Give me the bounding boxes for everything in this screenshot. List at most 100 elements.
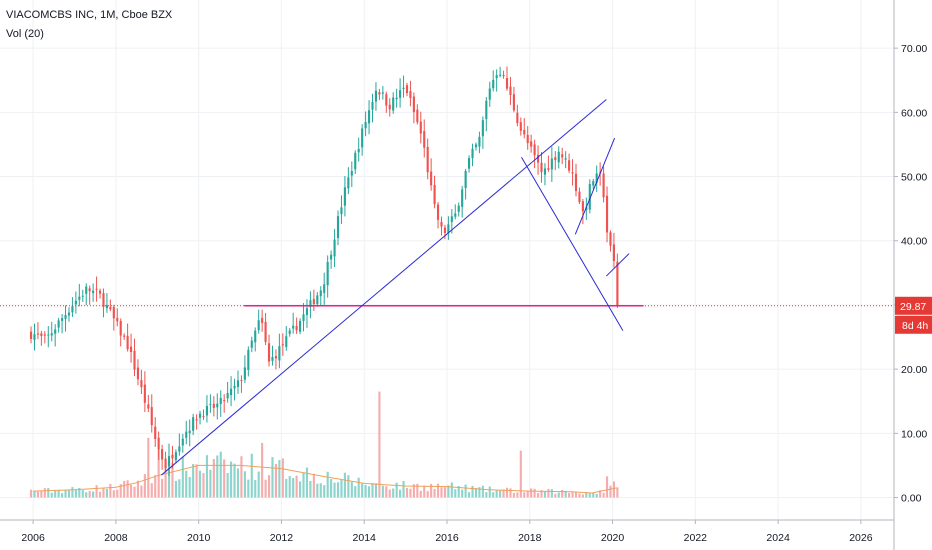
volume-bar	[50, 492, 53, 498]
candle-body	[136, 367, 140, 380]
candle-body	[40, 333, 43, 336]
candle-body	[485, 100, 488, 120]
volume-bar	[129, 484, 133, 498]
volume-bar	[564, 490, 567, 498]
volume-bar	[440, 487, 443, 498]
candle-body	[299, 320, 302, 332]
candle-body	[478, 136, 481, 147]
grid	[0, 0, 894, 520]
candle-body	[312, 299, 315, 305]
volume-bar	[98, 491, 102, 498]
volume-bar	[388, 489, 391, 498]
volume-bar	[402, 480, 405, 498]
volume-bar	[236, 468, 240, 498]
candle-body	[292, 325, 295, 329]
candle-body	[450, 216, 453, 223]
candle-body	[516, 112, 519, 123]
volume-bar	[336, 482, 340, 498]
volume-bar	[347, 475, 350, 498]
candle-body	[50, 333, 53, 336]
x-tick-label: 2010	[187, 532, 211, 544]
candle-body	[174, 452, 177, 461]
candle-body	[426, 147, 429, 173]
candle-body	[502, 74, 505, 77]
volume-bar	[140, 485, 143, 498]
volume-bar	[102, 488, 105, 498]
candle-body	[526, 134, 529, 144]
volume-bar	[316, 483, 319, 498]
volume-bar	[599, 490, 602, 498]
volume-bar	[340, 479, 343, 498]
volume-bar	[216, 455, 219, 498]
candle-body	[547, 168, 550, 170]
volume-bar	[399, 489, 402, 498]
candle-body	[571, 172, 574, 174]
candle-body	[29, 331, 33, 339]
candle-body	[609, 232, 612, 246]
candle-body	[181, 438, 184, 446]
volume-bar	[461, 489, 464, 498]
volume-bar	[295, 475, 298, 498]
candle-body	[464, 170, 467, 189]
volume-bars	[29, 391, 619, 498]
candle-body	[347, 177, 350, 189]
trendline	[161, 99, 607, 476]
volume-bar	[171, 462, 174, 498]
candle-body	[233, 385, 236, 389]
candle-body	[381, 92, 384, 94]
volume-bar	[464, 484, 467, 498]
volume-bar	[409, 488, 412, 498]
candle-body	[123, 335, 126, 337]
volume-bar	[267, 475, 271, 498]
trendline	[605, 253, 630, 277]
volume-bar	[161, 478, 164, 498]
candle-body	[205, 405, 209, 416]
volume-bar	[357, 477, 360, 498]
candle-body	[274, 356, 277, 359]
volume-bar	[212, 459, 215, 498]
volume-bar	[61, 493, 64, 498]
x-tick-label: 2026	[849, 532, 873, 544]
x-tick-label: 2014	[353, 532, 377, 544]
volume-bar	[436, 483, 440, 498]
candle-body	[102, 293, 105, 307]
volume-bar	[250, 453, 253, 498]
candle-body	[530, 141, 533, 147]
x-tick-label: 2024	[766, 532, 790, 544]
candle-body	[447, 224, 450, 233]
candle-body	[333, 239, 336, 257]
candle-body	[267, 343, 271, 362]
candle-body	[36, 333, 40, 335]
volume-bar	[592, 492, 595, 498]
volume-bar	[71, 487, 74, 498]
candle-body	[92, 290, 95, 294]
volume-bar	[257, 471, 260, 498]
candle-body	[64, 315, 67, 319]
volume-bar	[167, 462, 171, 498]
volume-bar	[364, 484, 367, 498]
candle-body	[354, 152, 357, 170]
volume-bar	[605, 476, 609, 498]
candle-body	[81, 295, 84, 297]
volume-bar	[530, 488, 533, 498]
volume-bar	[557, 492, 560, 498]
volume-bar	[426, 491, 429, 498]
volume-bar	[174, 480, 177, 498]
candle-body	[323, 284, 326, 293]
volume-bar	[585, 492, 588, 498]
volume-bar	[230, 461, 233, 498]
candle-body	[436, 204, 440, 220]
candle-body	[392, 97, 395, 111]
candle-body	[468, 158, 471, 169]
candle-body	[61, 318, 64, 321]
candle-body	[78, 296, 81, 300]
candle-body	[57, 320, 60, 328]
volume-bar	[147, 437, 150, 498]
volume-bar	[578, 493, 581, 498]
candle-body	[488, 88, 491, 100]
volume-bar	[319, 483, 322, 498]
candle-body	[409, 91, 412, 98]
volume-bar	[292, 478, 295, 498]
